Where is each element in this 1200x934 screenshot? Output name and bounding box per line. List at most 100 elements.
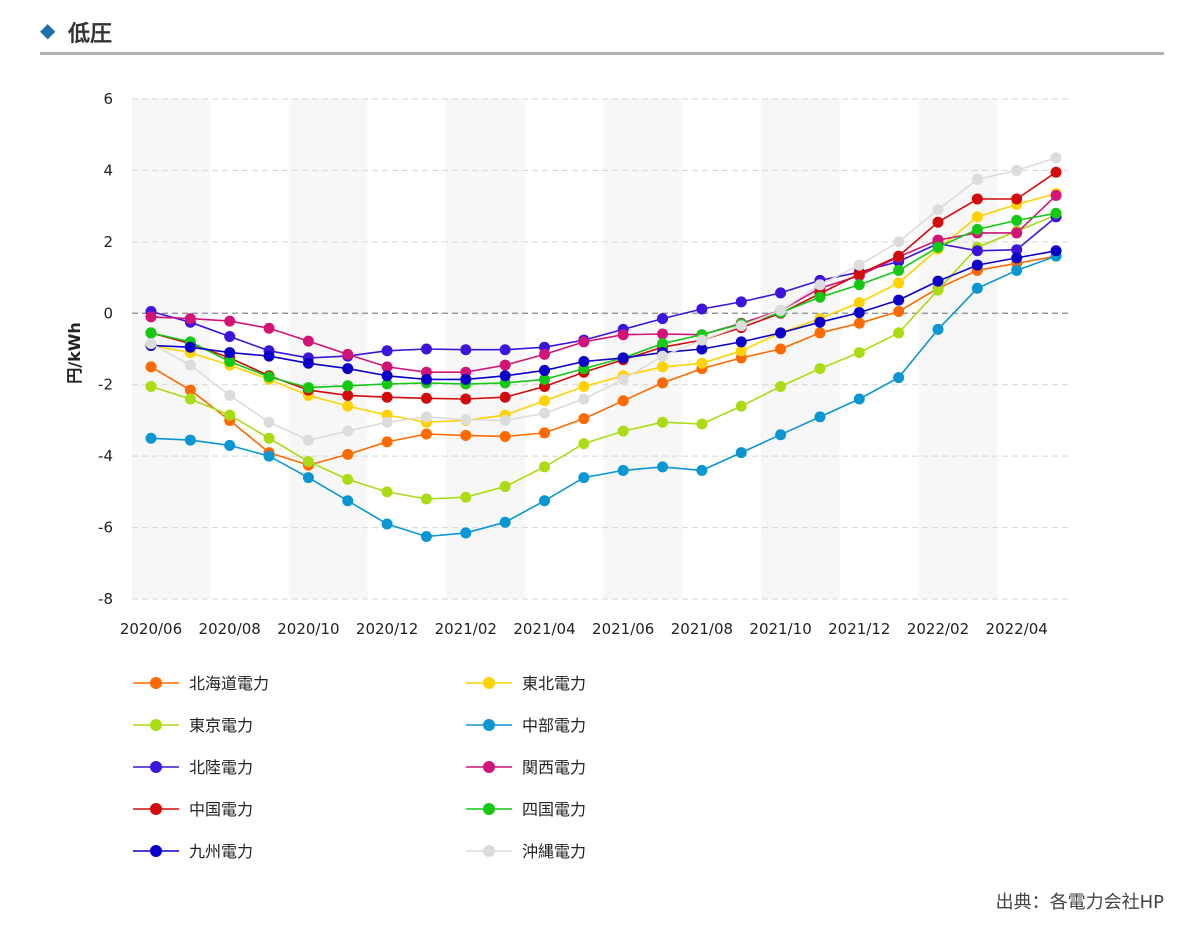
x-tick-label: 2021/02 <box>435 620 497 638</box>
data-point <box>302 357 314 369</box>
data-point <box>381 378 393 390</box>
series-10 <box>145 152 1062 446</box>
legend-label: 東北電力 <box>522 674 586 693</box>
series-line <box>150 255 1057 538</box>
x-tick-label: 2020/10 <box>277 620 339 638</box>
data-point <box>775 327 787 339</box>
legend-marker <box>150 719 162 731</box>
grid-lines <box>132 98 1070 600</box>
data-point <box>617 373 629 385</box>
x-tick-label: 2022/04 <box>986 620 1048 638</box>
data-point <box>539 364 550 376</box>
x-axis-ticks: 2020/06 2020/08 2020/10 2020/12 2021/02 2021/… <box>120 620 1048 638</box>
legend-item: 北海道電力 <box>133 674 269 693</box>
data-point <box>971 211 983 223</box>
y-axis-label: 円/kWh <box>65 322 84 384</box>
data-point <box>775 429 787 441</box>
data-point <box>1011 244 1023 256</box>
data-point <box>381 416 393 428</box>
legend-item: 北陸電力 <box>133 758 253 777</box>
data-point <box>932 323 944 335</box>
series-line <box>150 214 1057 500</box>
data-point <box>696 418 708 430</box>
legend-label: 北海道電力 <box>189 674 269 693</box>
y-axis-ticks: -8 -6 -4 -2 0 2 4 6 <box>98 90 113 608</box>
y-tick-label: 2 <box>103 233 113 251</box>
data-point <box>735 400 747 412</box>
data-point <box>302 382 314 394</box>
data-point <box>1050 245 1062 257</box>
series-8 <box>145 207 1062 394</box>
data-point <box>696 343 708 355</box>
series-line <box>150 255 1057 466</box>
x-tick-label: 2021/10 <box>749 620 811 638</box>
data-point <box>342 400 354 412</box>
data-point <box>617 425 629 437</box>
legend-marker <box>150 761 162 773</box>
data-point <box>145 338 157 350</box>
data-point <box>342 363 354 375</box>
legend-label: 北陸電力 <box>189 758 253 777</box>
data-point <box>184 359 196 371</box>
data-point <box>224 439 236 451</box>
data-point <box>932 204 944 216</box>
data-point <box>735 320 747 332</box>
section-header: ◆ 低圧 <box>40 12 1164 55</box>
data-point <box>735 296 747 308</box>
data-point <box>893 236 905 248</box>
data-point <box>263 432 275 444</box>
data-point <box>460 393 472 405</box>
legend-label: 九州電力 <box>189 842 253 861</box>
legend-marker <box>150 845 162 857</box>
x-tick-label: 2021/04 <box>513 620 575 638</box>
data-point <box>1011 227 1023 239</box>
legend-label: 中部電力 <box>522 716 586 735</box>
data-point <box>578 393 590 405</box>
data-point <box>617 464 629 476</box>
column-band <box>918 99 998 599</box>
data-point <box>460 491 472 503</box>
data-point <box>853 259 865 271</box>
data-point <box>499 431 511 442</box>
data-point <box>814 279 826 291</box>
data-point <box>932 284 944 296</box>
y-tick-label: 0 <box>103 304 113 322</box>
data-point <box>893 294 905 306</box>
legend-item: 九州電力 <box>133 842 253 861</box>
data-point <box>657 416 669 428</box>
data-point <box>145 311 157 323</box>
series-line <box>150 216 1057 359</box>
x-tick-label: 2022/02 <box>907 620 969 638</box>
data-point <box>145 361 157 373</box>
data-point <box>539 407 550 419</box>
legend-item: 東京電力 <box>133 716 253 735</box>
data-point <box>657 313 669 325</box>
series-line <box>150 212 1057 389</box>
data-point <box>381 518 393 530</box>
data-point <box>971 282 983 294</box>
legend-marker <box>483 761 495 773</box>
data-point <box>971 245 983 257</box>
data-point <box>617 329 629 341</box>
legend-marker <box>483 719 495 731</box>
legend-item: 関西電力 <box>466 758 586 777</box>
y-tick-label: -8 <box>98 590 113 608</box>
data-point <box>184 434 196 446</box>
data-point <box>1011 252 1023 264</box>
data-point <box>263 350 275 362</box>
data-point <box>853 297 865 309</box>
data-point <box>893 250 905 262</box>
data-point <box>932 275 944 287</box>
data-point <box>499 359 511 371</box>
source-note: 出典：各電力会社HP <box>995 892 1164 913</box>
data-point <box>971 259 983 271</box>
column-band <box>288 99 368 599</box>
data-point <box>971 223 983 235</box>
legend-label: 中国電力 <box>189 800 253 819</box>
data-point <box>224 356 236 367</box>
data-point <box>578 472 590 484</box>
data-point <box>617 395 629 407</box>
data-point <box>657 377 669 389</box>
data-point <box>499 370 511 382</box>
legend-item: 四国電力 <box>466 800 586 819</box>
